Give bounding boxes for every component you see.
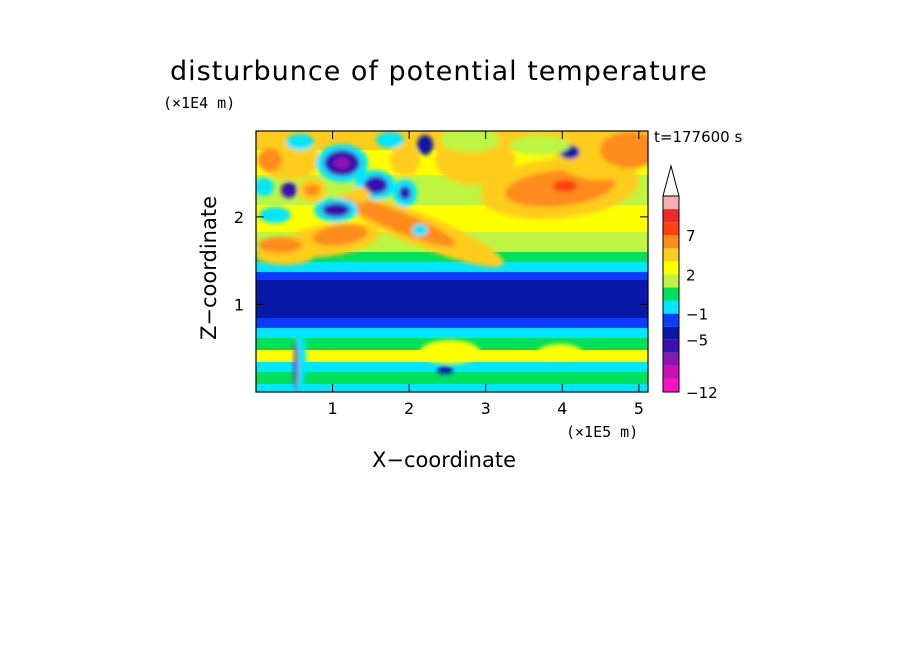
field-blob xyxy=(399,186,411,200)
time-annotation: t=177600 s xyxy=(654,128,743,146)
field-band xyxy=(256,318,648,328)
field-blob xyxy=(420,340,480,364)
field-band xyxy=(256,262,648,272)
colorbar-swatch xyxy=(663,287,679,301)
field-blob xyxy=(600,132,648,168)
field-blob xyxy=(417,135,433,155)
field-blob xyxy=(344,197,456,247)
colorbar-swatch xyxy=(663,209,679,223)
colorbar-label: −1 xyxy=(686,306,708,324)
chart-title: disturbunce of potential temperature xyxy=(170,56,708,87)
field-blob xyxy=(440,131,500,152)
field-band xyxy=(256,272,648,280)
field-blob xyxy=(322,203,350,217)
field-blob xyxy=(412,224,428,236)
x-axis-label: X−coordinate xyxy=(372,448,516,472)
colorbar-swatch xyxy=(663,274,679,288)
field-blob xyxy=(286,134,314,150)
colorbar-label: −5 xyxy=(686,332,708,350)
field-blob xyxy=(364,176,388,194)
colorbar-swatch xyxy=(663,300,679,314)
field-band xyxy=(256,362,648,372)
colorbar-swatch xyxy=(663,222,679,236)
colorbar-swatch xyxy=(663,326,679,340)
x-tick-label: 4 xyxy=(557,399,567,418)
colorbar-frame xyxy=(662,195,680,393)
field-blob xyxy=(376,132,404,148)
field-blob xyxy=(304,184,320,196)
colorbar-label: 7 xyxy=(686,227,696,245)
contour-field xyxy=(256,131,648,392)
colorbar-extend-arrow xyxy=(662,164,680,197)
field-band xyxy=(256,384,648,392)
x-tick-label: 2 xyxy=(404,399,414,418)
field-blob xyxy=(350,187,370,203)
field-blob xyxy=(256,178,274,196)
field-blob xyxy=(281,182,297,198)
field-blob xyxy=(553,180,577,192)
colorbar-swatch xyxy=(663,235,679,249)
field-blob xyxy=(294,339,298,391)
colorbar-swatch xyxy=(663,378,679,392)
colorbar-swatch xyxy=(663,313,679,327)
field-blob xyxy=(538,344,582,360)
colorbar-swatch xyxy=(663,339,679,353)
field-blob xyxy=(334,157,350,169)
colorbar-swatch xyxy=(663,196,679,210)
colorbar-label: −12 xyxy=(686,384,718,402)
field-blob xyxy=(312,224,368,246)
plot-frame xyxy=(255,130,649,393)
y-tick-label: 1 xyxy=(234,295,244,314)
x-tick-label: 1 xyxy=(327,399,337,418)
colorbar-swatch xyxy=(663,365,679,379)
colorbar-swatch xyxy=(663,261,679,275)
colorbar-label: 2 xyxy=(686,266,696,284)
field-band xyxy=(256,372,648,384)
axes: 1 2 3 4 5 1 2 xyxy=(234,131,648,418)
x-tick-label: 3 xyxy=(481,399,491,418)
field-blob xyxy=(259,207,291,223)
y-scale-label: (×1E4 m) xyxy=(163,94,236,112)
y-axis-label: Z−coordinate xyxy=(197,196,221,340)
x-scale-label: (×1E5 m) xyxy=(566,423,639,441)
field-band xyxy=(256,280,648,318)
colorbar: −12−5−127 xyxy=(662,164,718,402)
field-blobs xyxy=(256,131,648,391)
y-tick-label: 2 xyxy=(234,208,244,227)
field-band xyxy=(256,328,648,338)
field-blob xyxy=(510,135,570,155)
field-blob xyxy=(258,237,302,253)
field-blob xyxy=(437,366,453,374)
colorbar-swatch xyxy=(663,352,679,366)
colorbar-swatch xyxy=(663,248,679,262)
field-blob xyxy=(258,148,282,172)
field-blob xyxy=(390,144,420,176)
x-tick-label: 5 xyxy=(634,399,644,418)
